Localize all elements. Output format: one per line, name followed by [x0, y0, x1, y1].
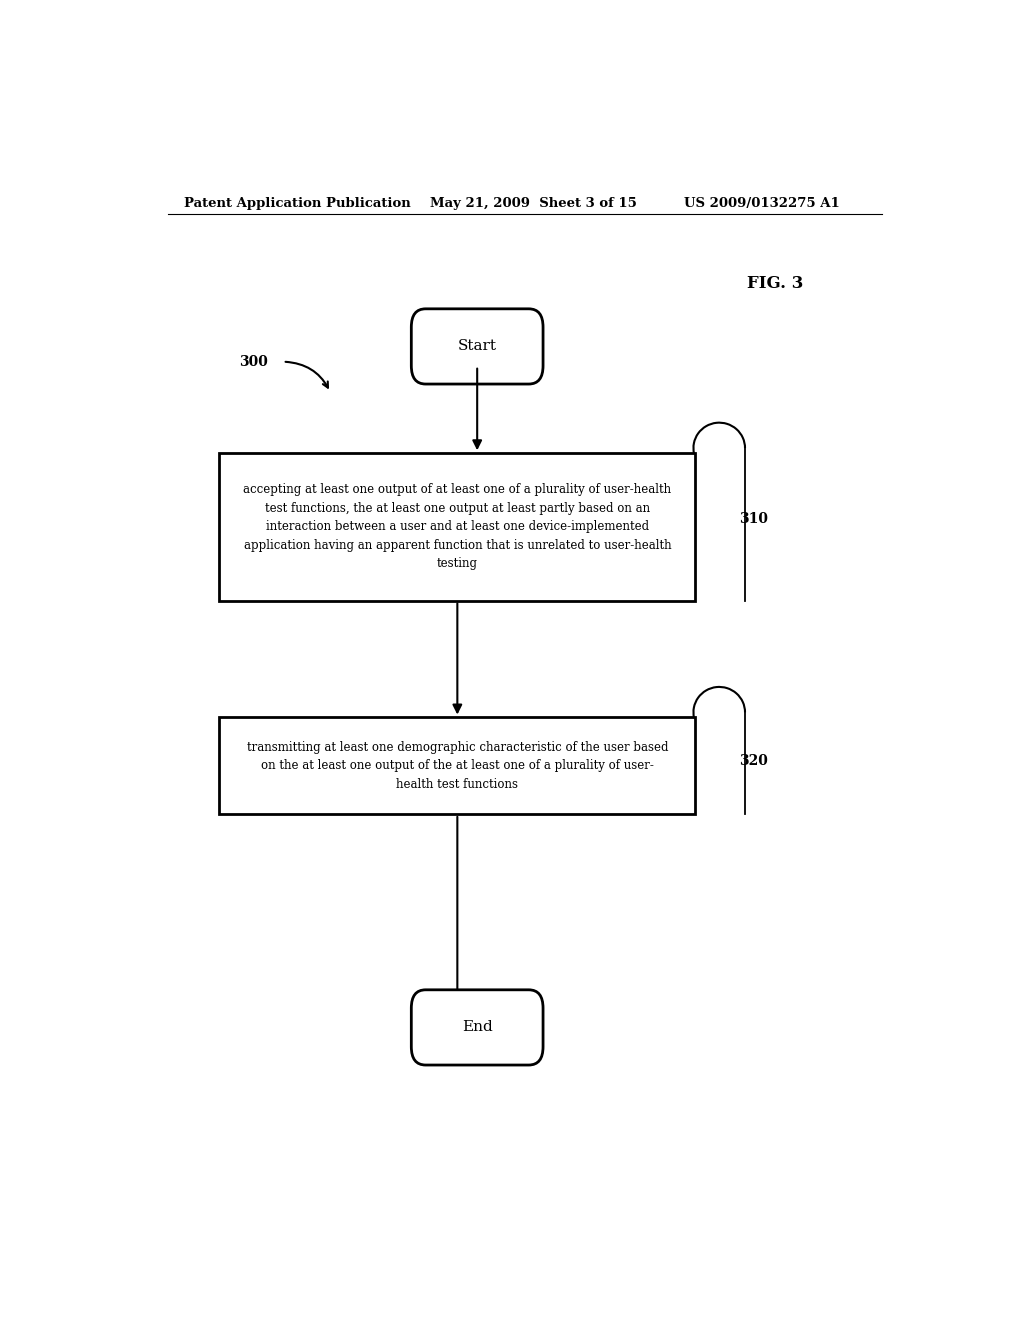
FancyBboxPatch shape — [412, 309, 543, 384]
Text: Patent Application Publication: Patent Application Publication — [183, 197, 411, 210]
Text: accepting at least one output of at least one of a plurality of user-health
test: accepting at least one output of at leas… — [244, 483, 672, 570]
Text: transmitting at least one demographic characteristic of the user based
on the at: transmitting at least one demographic ch… — [247, 741, 668, 791]
Text: 320: 320 — [739, 754, 768, 768]
Text: May 21, 2009  Sheet 3 of 15: May 21, 2009 Sheet 3 of 15 — [430, 197, 637, 210]
FancyBboxPatch shape — [412, 990, 543, 1065]
Bar — [219, 453, 695, 601]
Text: 310: 310 — [739, 512, 768, 527]
Text: End: End — [462, 1020, 493, 1035]
Text: Start: Start — [458, 339, 497, 354]
Text: 300: 300 — [240, 355, 268, 368]
Text: US 2009/0132275 A1: US 2009/0132275 A1 — [684, 197, 840, 210]
Bar — [219, 718, 695, 814]
Text: FIG. 3: FIG. 3 — [748, 276, 804, 292]
